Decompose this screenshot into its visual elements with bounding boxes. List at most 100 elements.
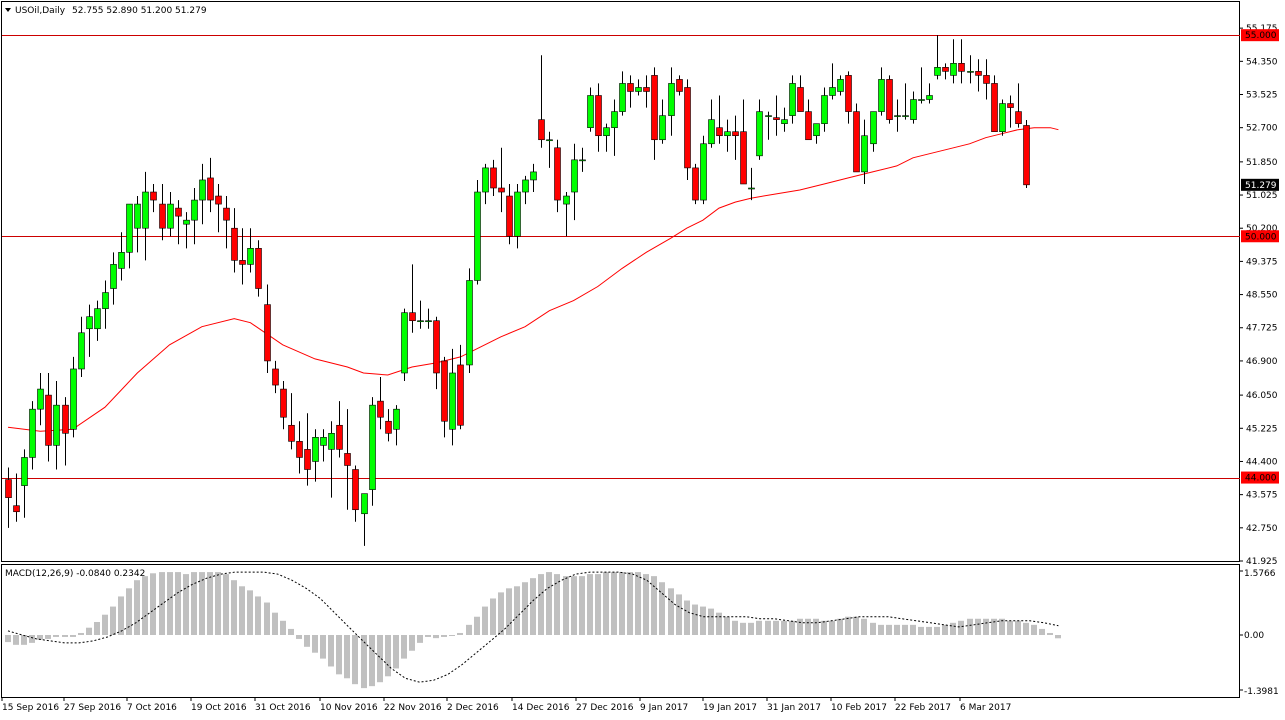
candle-body <box>700 143 707 201</box>
candle-body <box>361 493 368 515</box>
macd-bar <box>530 578 536 635</box>
candle <box>910 91 917 124</box>
candle-body <box>619 83 626 112</box>
candle-body <box>223 207 230 221</box>
candle-body <box>603 127 610 137</box>
candle-body <box>635 87 642 92</box>
candle <box>417 300 424 329</box>
candle-body <box>433 320 440 374</box>
candle <box>409 264 416 333</box>
candle <box>29 401 36 470</box>
macd-bar <box>175 572 181 635</box>
candle-body <box>789 83 796 116</box>
price-tick-label: 51.850 <box>1246 158 1278 168</box>
candle-body <box>417 320 424 323</box>
time-tick-label: 6 Mar 2017 <box>960 703 1011 713</box>
candle-body <box>457 364 464 426</box>
candle <box>433 316 440 390</box>
level-tag-2 <box>1241 471 1279 484</box>
macd-bar <box>5 635 11 643</box>
candle-body <box>1007 103 1014 108</box>
candle <box>21 449 28 518</box>
macd-bar <box>886 624 892 635</box>
macd-bar <box>684 600 690 635</box>
price-axis: 55.175 54.350 53.525 52.700 51.850 51.025 50.2… <box>1240 24 1278 567</box>
candle <box>837 75 844 96</box>
candle <box>94 300 101 341</box>
candle <box>45 372 52 462</box>
candle-body <box>199 179 206 201</box>
macd-label: MACD(12,26,9) -0.0840 0.2342 <box>5 569 145 579</box>
candle-body <box>587 95 594 128</box>
macd-bar <box>110 606 116 635</box>
macd-bar <box>748 622 754 635</box>
candle-body <box>611 111 618 128</box>
macd-bar <box>102 614 108 635</box>
candle-body <box>239 260 246 265</box>
candle-body <box>191 199 198 221</box>
time-tick-label: 15 Sep 2016 <box>2 703 59 713</box>
candle-body <box>861 135 868 173</box>
candle-body <box>37 388 44 410</box>
candle-body <box>385 420 392 434</box>
macd-bar <box>126 588 132 635</box>
macd-bar <box>853 616 859 635</box>
candle-body <box>926 95 933 100</box>
macd-bar <box>563 576 569 635</box>
candle <box>765 111 772 140</box>
collapse-triangle-icon[interactable] <box>5 8 11 12</box>
macd-bar <box>199 572 205 635</box>
candle <box>587 87 594 132</box>
candle-body <box>159 203 166 229</box>
macd-bar <box>134 580 140 635</box>
candle <box>336 401 343 458</box>
price-tick-label: 55.175 <box>1246 24 1278 34</box>
candle <box>514 183 521 249</box>
macd-bar <box>506 588 512 635</box>
macd-bar <box>70 635 76 637</box>
candle <box>668 67 675 136</box>
signal-line <box>7 571 1059 683</box>
macd-bar <box>191 572 197 635</box>
candle <box>498 147 505 213</box>
macd-bar <box>619 572 625 635</box>
macd-bar <box>280 620 286 635</box>
candle <box>53 381 60 470</box>
candle <box>231 208 238 273</box>
macd-bar <box>829 620 835 635</box>
candle-body <box>369 404 376 490</box>
candle <box>530 163 537 193</box>
candle-body <box>983 75 990 84</box>
price-tick-label: 47.725 <box>1246 324 1278 334</box>
time-tick-label: 22 Nov 2016 <box>384 703 442 713</box>
macd-bar <box>845 616 851 635</box>
macd-bar <box>708 608 714 635</box>
macd-bar <box>29 635 35 643</box>
candle <box>813 123 820 144</box>
macd-bar <box>207 572 213 635</box>
candle-body <box>1023 125 1030 186</box>
candle <box>894 99 901 132</box>
level-tag-label: 44.000 <box>1245 474 1277 484</box>
macd-bar <box>482 606 488 635</box>
macd-bar <box>304 635 310 647</box>
candle <box>369 397 376 506</box>
candle-body <box>781 119 788 124</box>
candle-body <box>894 115 901 117</box>
time-tick-label: 7 Oct 2016 <box>127 703 177 713</box>
candle-body <box>62 404 69 434</box>
macd-signal <box>7 571 1059 683</box>
price-tick-label: 53.525 <box>1246 90 1278 100</box>
candle-body <box>264 304 271 362</box>
candle-body <box>708 119 715 145</box>
candle-body <box>78 332 85 370</box>
macd-bar <box>918 626 924 635</box>
candle <box>296 421 303 474</box>
macd-bar <box>587 574 593 635</box>
candle <box>522 175 529 205</box>
macd-bar <box>1047 632 1053 635</box>
macd-bar <box>910 624 916 635</box>
candle-body <box>312 437 319 462</box>
